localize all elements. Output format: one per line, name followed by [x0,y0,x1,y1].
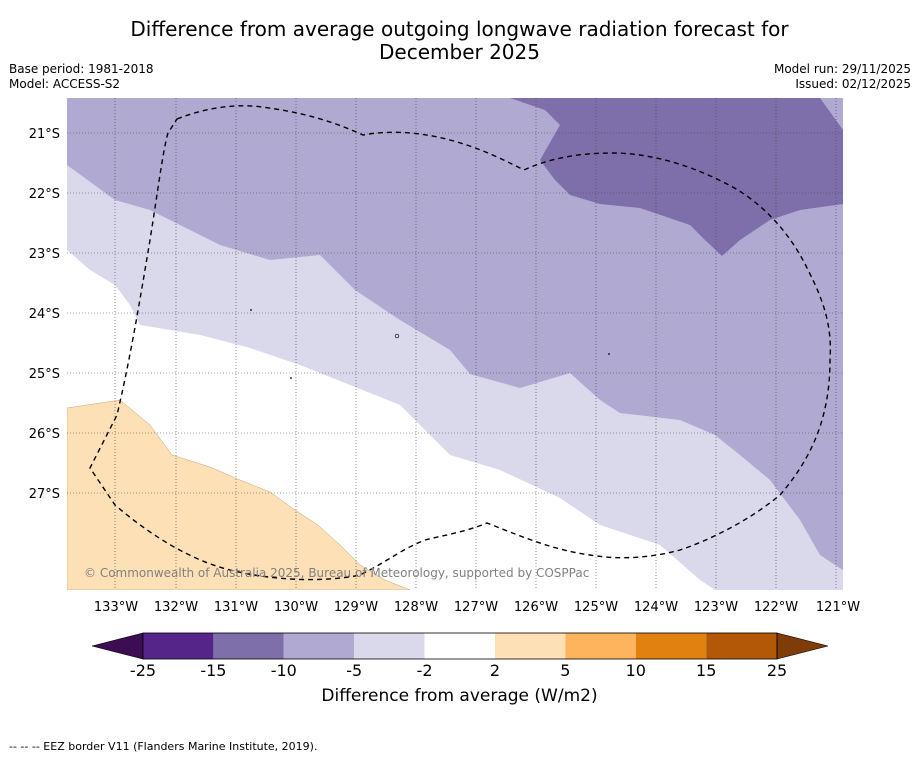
region-moderate-negative [67,98,843,570]
colorbar-ticks: -25 -15 -10 -5 -2 2 5 10 15 25 [130,661,787,680]
colorbar-swatch [424,633,495,659]
lon-label: 129°W [334,600,378,615]
colorbar-label: Difference from average (W/m2) [321,686,598,706]
colorbar-min-extend [91,632,144,660]
colorbar-swatch [565,633,636,659]
model-run: Model run: 29/11/2025 [773,62,911,76]
lon-label: 125°W [574,600,618,615]
eez-footnote: -- -- -- EEZ border V11 (Flanders Marine… [9,740,318,753]
colorbar-swatch [354,633,425,659]
lon-label: 132°W [154,600,198,615]
island-marker [250,309,252,311]
lat-label: 26°S [29,427,60,442]
colorbar-outline [142,632,778,660]
lon-label: 133°W [94,600,138,615]
title-line-2: December 2025 [379,40,540,64]
lat-label: 27°S [29,487,60,502]
lon-label: 130°W [274,600,318,615]
model-name: Model: ACCESS-S2 [9,77,121,91]
island-marker [394,333,400,339]
colorbar-tick: -10 [271,661,297,680]
colorbar-tick: 15 [696,661,716,680]
colorbar-swatch [495,633,566,659]
lon-label: 122°W [754,600,798,615]
latitude-labels: 21°S 22°S 23°S 24°S 25°S 26°S 27°S [29,127,60,502]
lon-label: 121°W [816,600,860,615]
lon-label: 131°W [214,600,258,615]
lon-label: 123°W [694,600,738,615]
colorbar-tick: -2 [417,661,433,680]
lon-label: 127°W [454,600,498,615]
colorbar-swatch [635,633,707,659]
meta-right: Model run: 29/11/2025 Issued: 02/12/2025 [774,62,911,92]
copyright-text: © Commonwealth of Australia 2025, Bureau… [84,566,589,580]
map-plot-area: © Commonwealth of Australia 2025, Bureau… [67,98,843,590]
colorbar-tick: -5 [346,661,362,680]
lat-label: 23°S [29,247,60,262]
region-light-positive [67,399,411,590]
eez-border [89,105,832,581]
base-period: Base period: 1981-2018 [9,62,154,76]
colorbar-tick: 25 [767,661,787,680]
colorbar-tick: -25 [130,661,156,680]
map-gridlines [67,98,843,590]
lat-label: 21°S [29,127,60,142]
island-marker [290,377,292,379]
region-strong-negative [510,98,843,256]
lon-label: 128°W [394,600,438,615]
colorbar-swatch [283,633,355,659]
colorbar-tick: 10 [626,661,646,680]
title-line-1: Difference from average outgoing longwav… [130,17,789,41]
colorbar-tick: -15 [200,661,226,680]
meta-left: Base period: 1981-2018 Model: ACCESS-S2 [9,62,154,92]
colorbar-tick: 2 [490,661,500,680]
colorbar-swatch [213,633,284,659]
lon-label: 126°W [514,600,558,615]
lat-label: 24°S [29,307,60,322]
colorbar-tick: 5 [560,661,570,680]
lat-label: 25°S [29,367,60,382]
colorbar-swatch [143,633,214,659]
colorbar [91,632,829,660]
map-title: Difference from average outgoing longwav… [0,18,919,64]
issued-date: Issued: 02/12/2025 [795,77,911,91]
colorbar-max-extend [776,632,829,660]
colorbar-swatch [706,633,777,659]
lon-label: 124°W [634,600,678,615]
lat-label: 22°S [29,187,60,202]
island-marker [608,353,610,355]
longitude-labels: 133°W 132°W 131°W 130°W 129°W 128°W 127°… [94,600,860,615]
